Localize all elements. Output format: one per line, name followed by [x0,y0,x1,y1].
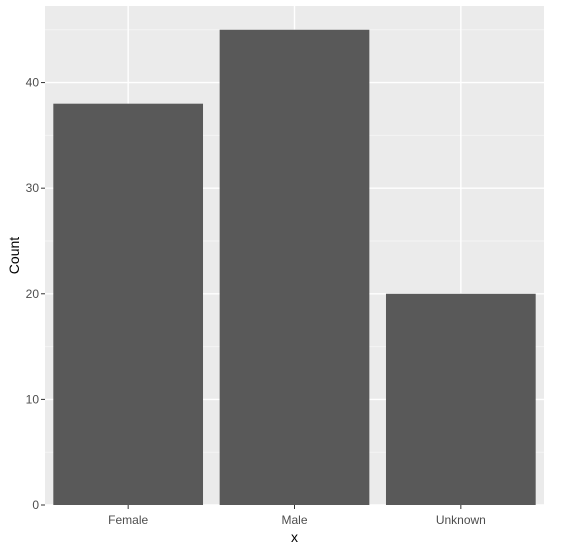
y-axis-title: Count [6,237,22,274]
x-axis: Female Male Unknown [108,505,486,527]
x-tick-label: Unknown [436,513,486,527]
y-tick-label: 30 [26,181,40,195]
y-tick-label: 20 [26,287,40,301]
bar-male [219,29,370,506]
y-axis: 0 10 20 30 40 [26,76,45,512]
bars [53,29,536,506]
y-tick-label: 0 [32,498,39,512]
x-axis-title: x [291,529,298,545]
y-tick-label: 40 [26,76,40,90]
bar-female [53,103,204,505]
bar-unknown [385,293,536,505]
y-tick-label: 10 [26,392,40,406]
x-tick-label: Male [281,513,307,527]
x-tick-label: Female [108,513,148,527]
